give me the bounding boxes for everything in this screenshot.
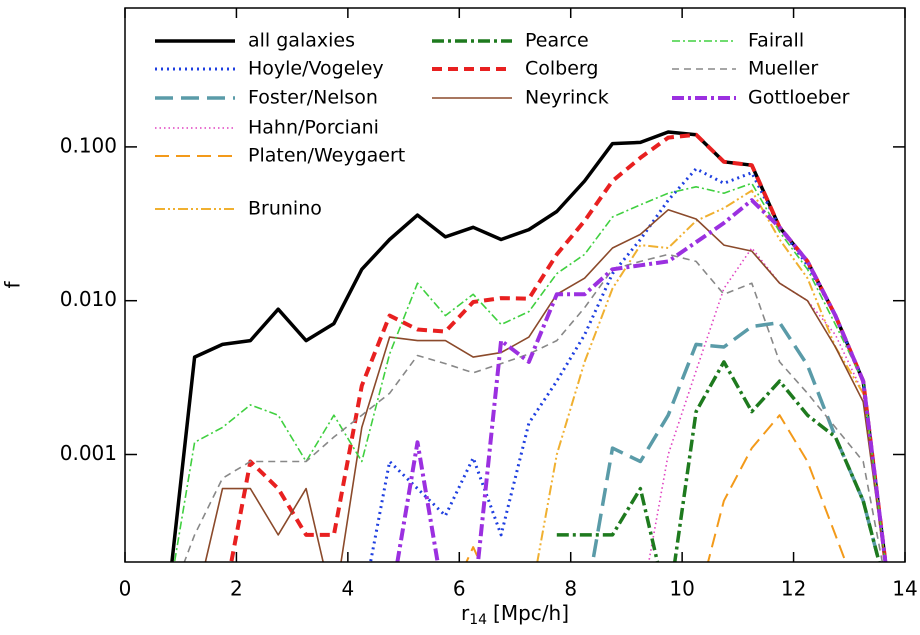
- legend-label: Hoyle/Vogeley: [248, 58, 384, 80]
- plot-lines: [170, 130, 888, 562]
- legend-label: Brunino: [248, 198, 322, 220]
- series-line: [229, 132, 888, 562]
- x-tick-label: 6: [453, 577, 466, 601]
- series-line: [183, 253, 884, 562]
- y-tick-label: 0.001: [60, 441, 117, 465]
- legend-label: Mueller: [748, 58, 818, 80]
- series-line: [204, 209, 886, 562]
- x-axis-label-sub: 14: [469, 612, 487, 628]
- y-tick-label: 0.100: [60, 133, 117, 157]
- series-line: [173, 182, 887, 562]
- x-axis-label-main: r: [461, 601, 470, 625]
- x-tick-label: 14: [892, 577, 917, 601]
- series-line: [647, 247, 886, 562]
- legend-label: Platen/Weygaert: [248, 145, 405, 167]
- x-axis-label-unit: [Mpc/h]: [493, 601, 569, 625]
- legend-label: Hahn/Porciani: [248, 117, 379, 139]
- y-tick-label: 0.010: [60, 287, 117, 311]
- y-axis-label: f: [1, 281, 25, 289]
- legend-label: Neyrinck: [525, 87, 609, 109]
- legend-label: Colberg: [525, 58, 598, 80]
- x-tick-label: 2: [230, 577, 243, 601]
- legend-label: Foster/Nelson: [248, 87, 378, 109]
- series-line: [536, 189, 887, 562]
- x-tick-label: 0: [119, 577, 132, 601]
- series-line: [465, 414, 847, 562]
- legend-label: Pearce: [525, 30, 589, 52]
- series-line: [556, 360, 881, 562]
- legend-label: Fairall: [748, 30, 804, 52]
- series-line: [395, 198, 888, 562]
- plot-frame: [124, 7, 906, 563]
- x-tick-label: 4: [341, 577, 354, 601]
- x-tick-label: 10: [669, 577, 694, 601]
- x-tick-label: 12: [781, 577, 806, 601]
- legend-label: Gottloeber: [748, 87, 850, 109]
- x-axis-label: r14 [Mpc/h]: [461, 601, 569, 629]
- x-tick-label: 8: [564, 577, 577, 601]
- legend-label: all galaxies: [248, 30, 355, 52]
